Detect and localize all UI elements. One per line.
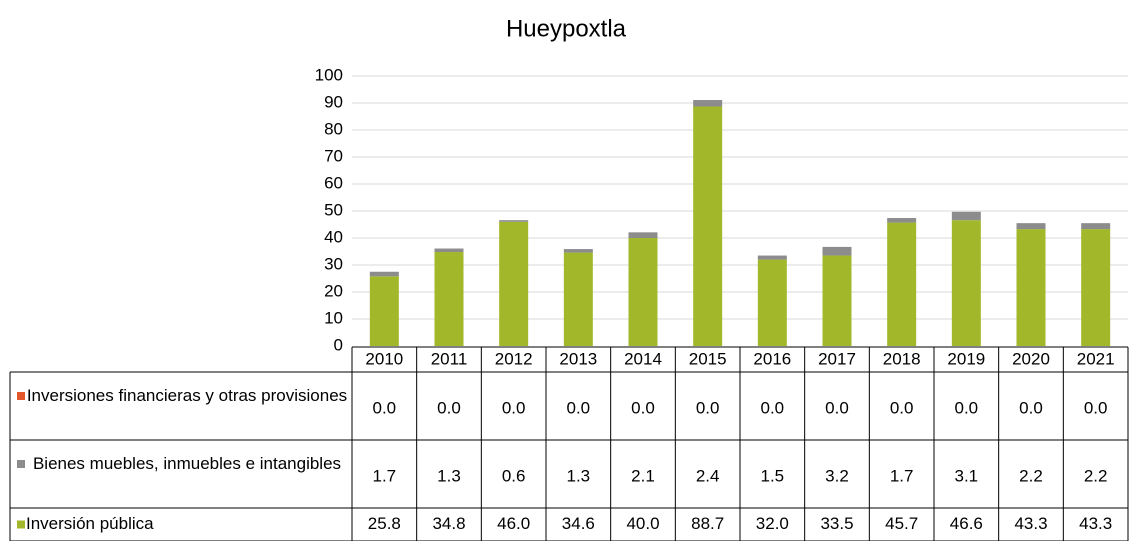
y-tick-label: 100: [315, 65, 343, 84]
data-label: 33.5: [820, 514, 853, 533]
data-label: 3.2: [825, 466, 849, 485]
data-label: 2.2: [1019, 466, 1043, 485]
data-label: 0.0: [1019, 398, 1043, 417]
legend-marker: [17, 392, 25, 400]
data-label: 34.6: [562, 514, 595, 533]
data-label: 2.2: [1084, 466, 1108, 485]
x-tick-label: 2020: [1012, 349, 1050, 368]
bar-segment: [1081, 229, 1111, 346]
bar-segment: [434, 248, 464, 253]
x-tick-label: 2012: [495, 349, 533, 368]
bar-segment: [822, 246, 852, 256]
x-tick-label: 2013: [559, 349, 597, 368]
data-label: 46.6: [950, 514, 983, 533]
legend-label: Inversiones financieras y otras provisio…: [26, 386, 348, 405]
bar-segment: [757, 259, 787, 346]
legend-marker: [17, 460, 25, 468]
y-tick-label: 10: [324, 308, 343, 327]
y-tick-label: 0: [334, 335, 343, 354]
data-label: 32.0: [756, 514, 789, 533]
data-label: 43.3: [1079, 514, 1112, 533]
x-tick-label: 2016: [753, 349, 791, 368]
bar-segment: [369, 271, 399, 277]
data-label: 25.8: [368, 514, 401, 533]
data-label: 0.0: [502, 398, 526, 417]
bar-segment: [822, 255, 852, 346]
data-label: 0.0: [761, 398, 785, 417]
bar-segment: [887, 222, 917, 346]
legend-label: Bienes muebles, inmuebles e intangibles: [32, 454, 342, 473]
y-tick-label: 90: [324, 92, 343, 111]
bar-segment: [434, 252, 464, 346]
x-tick-label: 2011: [431, 349, 468, 368]
x-tick-label: 2015: [689, 349, 727, 368]
data-label: 0.0: [567, 398, 591, 417]
y-tick-label: 60: [324, 173, 343, 192]
data-label: 43.3: [1014, 514, 1047, 533]
data-label: 0.0: [437, 398, 461, 417]
data-label: 1.3: [567, 466, 591, 485]
bar-segment: [1016, 229, 1046, 346]
data-label: 2.4: [696, 466, 720, 485]
data-label: 46.0: [497, 514, 530, 533]
data-label: 1.5: [761, 466, 785, 485]
data-label: 0.0: [373, 398, 397, 417]
x-tick-label: 2018: [883, 349, 921, 368]
data-label: 0.0: [631, 398, 655, 417]
x-tick-label: 2019: [947, 349, 985, 368]
legend-label-box: Inversiones financieras y otras provisio…: [26, 386, 348, 405]
legend-label-box: Inversión pública: [26, 513, 154, 533]
bar-segment: [369, 276, 399, 346]
y-tick-label: 20: [324, 281, 343, 300]
y-tick-label: 50: [324, 200, 343, 219]
data-label: 0.0: [825, 398, 849, 417]
data-label: 34.8: [432, 514, 465, 533]
bar-segment: [951, 220, 981, 346]
x-tick-label: 2017: [818, 349, 856, 368]
y-tick-label: 40: [324, 227, 343, 246]
bar-segment: [693, 100, 723, 107]
data-label: 2.1: [631, 466, 655, 485]
x-tick-label: 2014: [624, 349, 662, 368]
bar-segment: [563, 249, 593, 253]
data-label: 0.0: [1084, 398, 1108, 417]
legend-label: Inversión pública: [26, 513, 154, 533]
bar-segment: [499, 220, 529, 222]
data-label: 0.0: [955, 398, 979, 417]
data-label: 0.0: [696, 398, 720, 417]
chart-title: Hueypoxtla: [506, 15, 627, 42]
data-label: 0.0: [890, 398, 914, 417]
data-label: 1.7: [373, 466, 397, 485]
data-label: 40.0: [626, 514, 659, 533]
legend-label-box: Bienes muebles, inmuebles e intangibles: [32, 454, 342, 473]
bar-segment: [887, 218, 917, 223]
x-tick-label: 2021: [1077, 349, 1115, 368]
legend-marker: [17, 520, 25, 529]
data-label: 45.7: [885, 514, 918, 533]
bar-segment: [951, 211, 981, 221]
y-tick-label: 30: [324, 254, 343, 273]
bar-segment: [1016, 223, 1046, 230]
bar-segment: [628, 238, 658, 346]
bar-segment: [693, 106, 723, 346]
y-tick-label: 80: [324, 119, 343, 138]
x-tick-label: 2010: [365, 349, 403, 368]
data-label: 0.6: [502, 466, 526, 485]
bar-segment: [1081, 223, 1111, 230]
data-label: 3.1: [955, 466, 979, 485]
data-label: 1.3: [437, 466, 461, 485]
bar-segment: [499, 221, 529, 346]
data-label: 1.7: [890, 466, 914, 485]
bar-segment: [563, 252, 593, 346]
data-label: 88.7: [691, 514, 724, 533]
bar-segment: [628, 232, 658, 238]
y-tick-label: 70: [324, 146, 343, 165]
bar-segment: [757, 255, 787, 260]
